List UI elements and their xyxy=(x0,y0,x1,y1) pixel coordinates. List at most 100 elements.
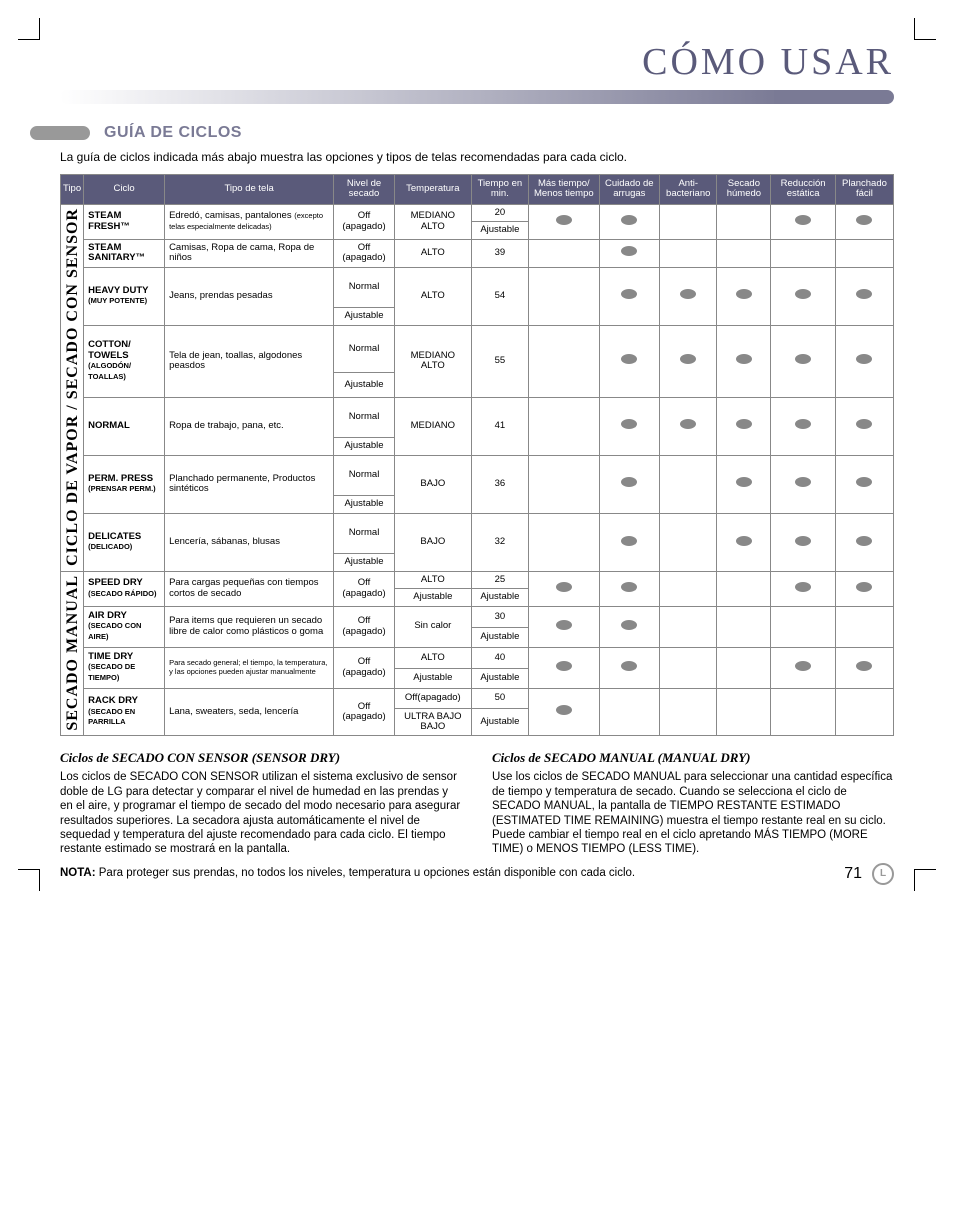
col-secado: Secado húmedo xyxy=(717,175,771,205)
dot-icon xyxy=(621,477,637,487)
opt xyxy=(599,606,659,647)
note-body: Para proteger sus prendas, no todos los … xyxy=(96,867,636,879)
dot-icon xyxy=(736,289,752,299)
title-divider xyxy=(60,90,894,104)
opt xyxy=(599,267,659,325)
dot-icon xyxy=(736,477,752,487)
opt xyxy=(599,204,659,239)
opt xyxy=(717,397,771,455)
cycle-name: SPEED DRY(SECADO RÁPIDO) xyxy=(84,571,165,606)
temp: MEDIANO ALTO xyxy=(394,204,471,239)
dot-icon xyxy=(856,215,872,225)
col-temp: Temperatura xyxy=(394,175,471,205)
col-planch: Planchado fácil xyxy=(835,175,893,205)
temp: ALTO xyxy=(394,239,471,267)
dot-icon xyxy=(736,536,752,546)
dry-level: Ajustable xyxy=(334,438,395,455)
time: Ajustable xyxy=(471,222,528,239)
opt xyxy=(599,571,659,606)
temp: MEDIANO ALTO xyxy=(394,325,471,397)
opt xyxy=(771,513,836,571)
temp: MEDIANO xyxy=(394,397,471,455)
temp: Sin calor xyxy=(394,606,471,647)
page-title: CÓMO USAR xyxy=(60,40,894,84)
dry-level: Normal xyxy=(334,267,395,308)
cycle-name: STEAM SANITARY™ xyxy=(84,239,165,267)
time: 39 xyxy=(471,239,528,267)
dot-icon xyxy=(680,354,696,364)
dot-icon xyxy=(795,536,811,546)
opt xyxy=(599,239,659,267)
dot-icon xyxy=(856,536,872,546)
dry-level: Ajustable xyxy=(334,554,395,571)
fabric: Ropa de trabajo, pana, etc. xyxy=(165,397,334,455)
dot-icon xyxy=(795,215,811,225)
cycle-name: STEAM FRESH™ xyxy=(84,204,165,239)
time: 20 xyxy=(471,204,528,221)
dot-icon xyxy=(680,289,696,299)
col-cuidado: Cuidado de arrugas xyxy=(599,175,659,205)
fabric: Para secado general; el tiempo, la tempe… xyxy=(165,647,334,688)
time: 54 xyxy=(471,267,528,325)
dot-icon xyxy=(856,354,872,364)
cycle-name: COTTON/ TOWELS(ALGODÓN/ TOALLAS) xyxy=(84,325,165,397)
dot-icon xyxy=(621,354,637,364)
fabric: Lana, sweaters, seda, lencería xyxy=(165,688,334,736)
col-tiempo: Tiempo en min. xyxy=(471,175,528,205)
dot-icon xyxy=(621,620,637,630)
note-text: NOTA: Para proteger sus prendas, no todo… xyxy=(60,867,894,879)
opt xyxy=(599,513,659,571)
dry-level: Off (apagado) xyxy=(334,204,395,239)
col-anti: Anti-bacteriano xyxy=(660,175,717,205)
opt xyxy=(529,647,600,688)
temp: Ajustable xyxy=(394,669,471,688)
opt xyxy=(599,455,659,513)
opt xyxy=(771,267,836,325)
dry-level: Off (apagado) xyxy=(334,647,395,688)
dry-level: Off (apagado) xyxy=(334,239,395,267)
opt xyxy=(660,397,717,455)
time: 25 xyxy=(471,571,528,588)
time: 36 xyxy=(471,455,528,513)
temp: ALTO xyxy=(394,571,471,588)
opt xyxy=(835,513,893,571)
time: 40 xyxy=(471,647,528,669)
dot-icon xyxy=(556,620,572,630)
dry-level: Normal xyxy=(334,325,395,373)
opt xyxy=(835,267,893,325)
dot-icon xyxy=(795,477,811,487)
col-tipo: Tipo xyxy=(61,175,84,205)
temp: Ajustable xyxy=(394,589,471,606)
time: 55 xyxy=(471,325,528,397)
dot-icon xyxy=(795,582,811,592)
time: 30 xyxy=(471,606,528,628)
dot-icon xyxy=(856,289,872,299)
dot-icon xyxy=(680,419,696,429)
opt xyxy=(771,397,836,455)
time: Ajustable xyxy=(471,589,528,606)
sensor-dry-body: Los ciclos de SECADO CON SENSOR utilizan… xyxy=(60,770,462,856)
dry-level: Ajustable xyxy=(334,373,395,397)
opt xyxy=(717,455,771,513)
opt xyxy=(529,204,600,239)
page-footer: 71 L xyxy=(844,863,894,885)
lg-logo-icon: L xyxy=(872,863,894,885)
col-ciclo: Ciclo xyxy=(84,175,165,205)
temp: BAJO xyxy=(394,455,471,513)
fabric: Camisas, Ropa de cama, Ropa de niños xyxy=(165,239,334,267)
dry-level: Off (apagado) xyxy=(334,571,395,606)
col-mas: Más tiempo/ Menos tiempo xyxy=(529,175,600,205)
opt xyxy=(660,267,717,325)
manual-dry-body: Use los ciclos de SECADO MANUAL para sel… xyxy=(492,770,894,856)
opt xyxy=(835,204,893,239)
opt xyxy=(771,571,836,606)
dry-level: Normal xyxy=(334,397,395,438)
category-manual: SECADO MANUAL xyxy=(61,571,84,736)
cycle-guide-table: Tipo Ciclo Tipo de tela Nivel de secado … xyxy=(60,174,894,736)
opt xyxy=(835,571,893,606)
opt xyxy=(771,204,836,239)
cycle-name: RACK DRY(SECADO EN PARRILLA xyxy=(84,688,165,736)
note-label: NOTA: xyxy=(60,867,96,879)
dot-icon xyxy=(621,582,637,592)
time: 32 xyxy=(471,513,528,571)
